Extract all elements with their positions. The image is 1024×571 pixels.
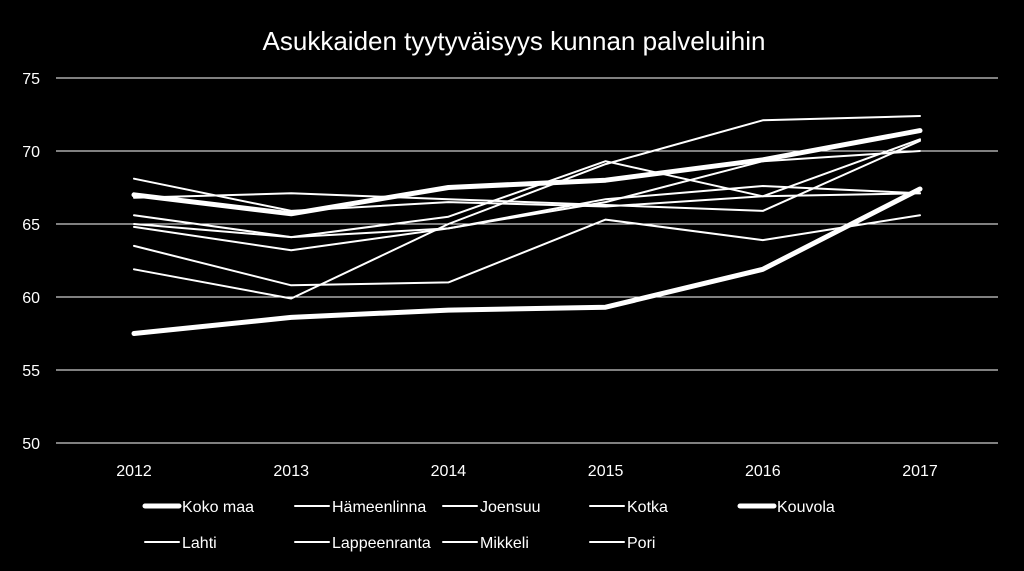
y-tick-label-70: 70 (22, 144, 40, 161)
series-line-pori (133, 139, 921, 212)
x-tick-label-2014: 2014 (431, 463, 467, 480)
legend: Koko maa Hämeenlinna Joensuu Kotka Kouvola La… (142, 499, 835, 552)
series-line-koko-maa (131, 128, 923, 217)
legend-label-lappeenranta: Lappeenranta (332, 535, 431, 552)
x-tick-label-2016: 2016 (745, 463, 781, 480)
y-axis-tick-labels: 50 55 60 65 70 75 (22, 71, 40, 453)
legend-label-joensuu: Joensuu (480, 499, 541, 516)
x-tick-label-2017: 2017 (902, 463, 938, 480)
x-tick-label-2012: 2012 (116, 463, 152, 480)
legend-label-kotka: Kotka (627, 499, 668, 516)
series-line-lappeenranta (133, 214, 921, 287)
y-tick-label-65: 65 (22, 217, 40, 234)
legend-label-mikkeli: Mikkeli (480, 535, 529, 552)
series-line-kouvola (131, 186, 923, 336)
x-tick-label-2015: 2015 (588, 463, 624, 480)
legend-label-pori: Pori (627, 535, 655, 552)
y-tick-label-55: 55 (22, 363, 40, 380)
y-tick-label-50: 50 (22, 436, 40, 453)
legend-label-koko-maa: Koko maa (182, 499, 254, 516)
gridlines (56, 77, 998, 444)
x-tick-label-2013: 2013 (273, 463, 309, 480)
chart-title: Asukkaiden tyytyväisyys kunnan palveluih… (263, 26, 766, 56)
y-tick-label-75: 75 (22, 71, 40, 88)
x-axis-tick-labels: 2012 2013 2014 2015 2016 2017 (116, 463, 938, 480)
legend-label-kouvola: Kouvola (777, 499, 835, 516)
series-line-joensuu (133, 160, 921, 239)
legend-label-lahti: Lahti (182, 535, 217, 552)
y-tick-label-60: 60 (22, 290, 40, 307)
series-line-lahti (133, 115, 921, 300)
series-line-mikkeli (133, 150, 921, 239)
series-line-kotka (133, 185, 921, 252)
series-lines (131, 115, 923, 336)
legend-label-hämeenlinna: Hämeenlinna (332, 499, 426, 516)
